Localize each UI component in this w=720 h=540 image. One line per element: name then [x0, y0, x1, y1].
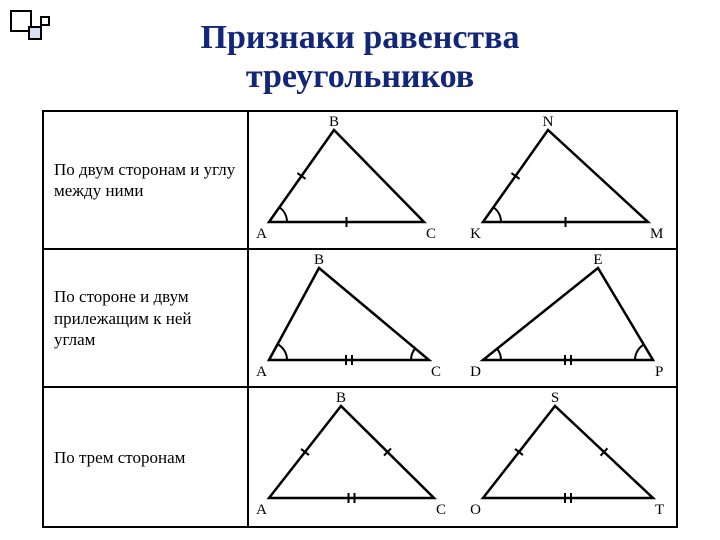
- label-asa: По стороне и двум приле­жащим к ней угла…: [44, 250, 249, 386]
- svg-text:M: M: [650, 226, 663, 242]
- svg-text:K: K: [470, 226, 481, 242]
- svg-text:B: B: [329, 114, 339, 130]
- triangle-sas-left: A B C: [249, 112, 463, 248]
- svg-text:P: P: [655, 364, 663, 380]
- svg-text:O: O: [470, 502, 481, 518]
- svg-text:D: D: [470, 364, 481, 380]
- criteria-table: По двум сторонам и углу между ними A B C K…: [42, 110, 678, 528]
- row-sas: По двум сторонам и углу между ними A B C K…: [44, 112, 676, 250]
- title-line-2: треугольников: [246, 58, 474, 95]
- figures-sss: A B C O S T: [249, 388, 676, 526]
- triangle-asa-left: A B C: [249, 250, 463, 386]
- page-title: Признаки равенства треугольников: [0, 0, 720, 96]
- figures-sas: A B C K N M: [249, 112, 676, 248]
- label-text: По трем сторонам: [54, 447, 185, 468]
- triangle-sas-right: K N M: [463, 112, 677, 248]
- svg-text:S: S: [550, 390, 558, 406]
- deco-square-3: [40, 16, 50, 26]
- title-line-1: Признаки равенства: [201, 19, 520, 56]
- triangle-asa-right: D E P: [463, 250, 677, 386]
- svg-text:A: A: [256, 226, 267, 242]
- label-sss: По трем сторонам: [44, 388, 249, 526]
- svg-text:A: A: [256, 502, 267, 518]
- svg-text:A: A: [256, 364, 267, 380]
- label-sas: По двум сторонам и углу между ними: [44, 112, 249, 248]
- triangle-sss-right: O S T: [463, 388, 677, 526]
- label-text: По стороне и двум приле­жащим к ней угла…: [54, 286, 237, 350]
- svg-text:B: B: [336, 390, 346, 406]
- row-asa: По стороне и двум приле­жащим к ней угла…: [44, 250, 676, 388]
- svg-text:C: C: [436, 502, 446, 518]
- figures-asa: A B C D E P: [249, 250, 676, 386]
- svg-text:B: B: [314, 252, 324, 268]
- svg-text:E: E: [593, 252, 602, 268]
- triangle-sss-left: A B C: [249, 388, 463, 526]
- svg-text:T: T: [655, 502, 664, 518]
- label-text: По двум сторонам и углу между ними: [54, 159, 237, 202]
- svg-text:N: N: [542, 114, 553, 130]
- svg-text:C: C: [431, 364, 441, 380]
- row-sss: По трем сторонам A B C O S T: [44, 388, 676, 526]
- svg-text:C: C: [426, 226, 436, 242]
- deco-square-2: [28, 26, 42, 40]
